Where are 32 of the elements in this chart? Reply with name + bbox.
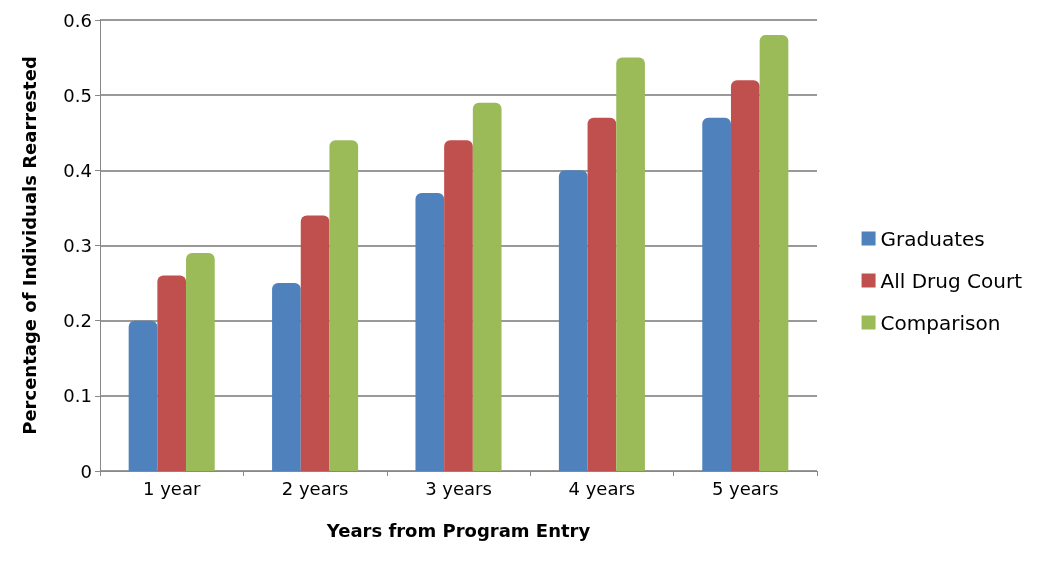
bar (329, 140, 359, 471)
bar (730, 80, 760, 471)
y-tick-label: 0.2 (63, 310, 92, 332)
y-tick-label: 0.3 (63, 235, 92, 256)
bar (272, 283, 301, 471)
x-tick-label: 3 years (425, 477, 492, 499)
legend-label: Graduates (880, 226, 985, 251)
legend-label: All Drug Court (880, 268, 1023, 293)
x-tick-label: 4 years (568, 477, 636, 499)
bar (157, 275, 187, 471)
bar (702, 117, 731, 471)
x-tick-label: 5 years (711, 477, 779, 499)
x-tick-label: 2 years (281, 477, 349, 499)
y-axis-title: Percentage of Individuals Rearrested (18, 56, 40, 435)
bar (759, 35, 789, 471)
x-axis-title: Years from Program Entry (325, 519, 591, 541)
y-tick-label: 0.6 (63, 9, 92, 31)
y-tick-label: 0.4 (63, 159, 92, 181)
bar (300, 215, 330, 471)
y-tick-label: 0 (80, 460, 92, 482)
x-tick-label: 1 year (143, 477, 201, 499)
legend-label: Comparison (880, 310, 1001, 335)
bar (472, 102, 502, 471)
bar (186, 253, 215, 471)
bar (128, 320, 158, 471)
bar (587, 117, 617, 471)
y-tick-label: 0.1 (63, 385, 92, 407)
bar (444, 140, 473, 471)
y-tick-label: 0.5 (63, 84, 92, 106)
bar (616, 57, 645, 471)
bar (415, 192, 445, 471)
bar (558, 170, 588, 471)
